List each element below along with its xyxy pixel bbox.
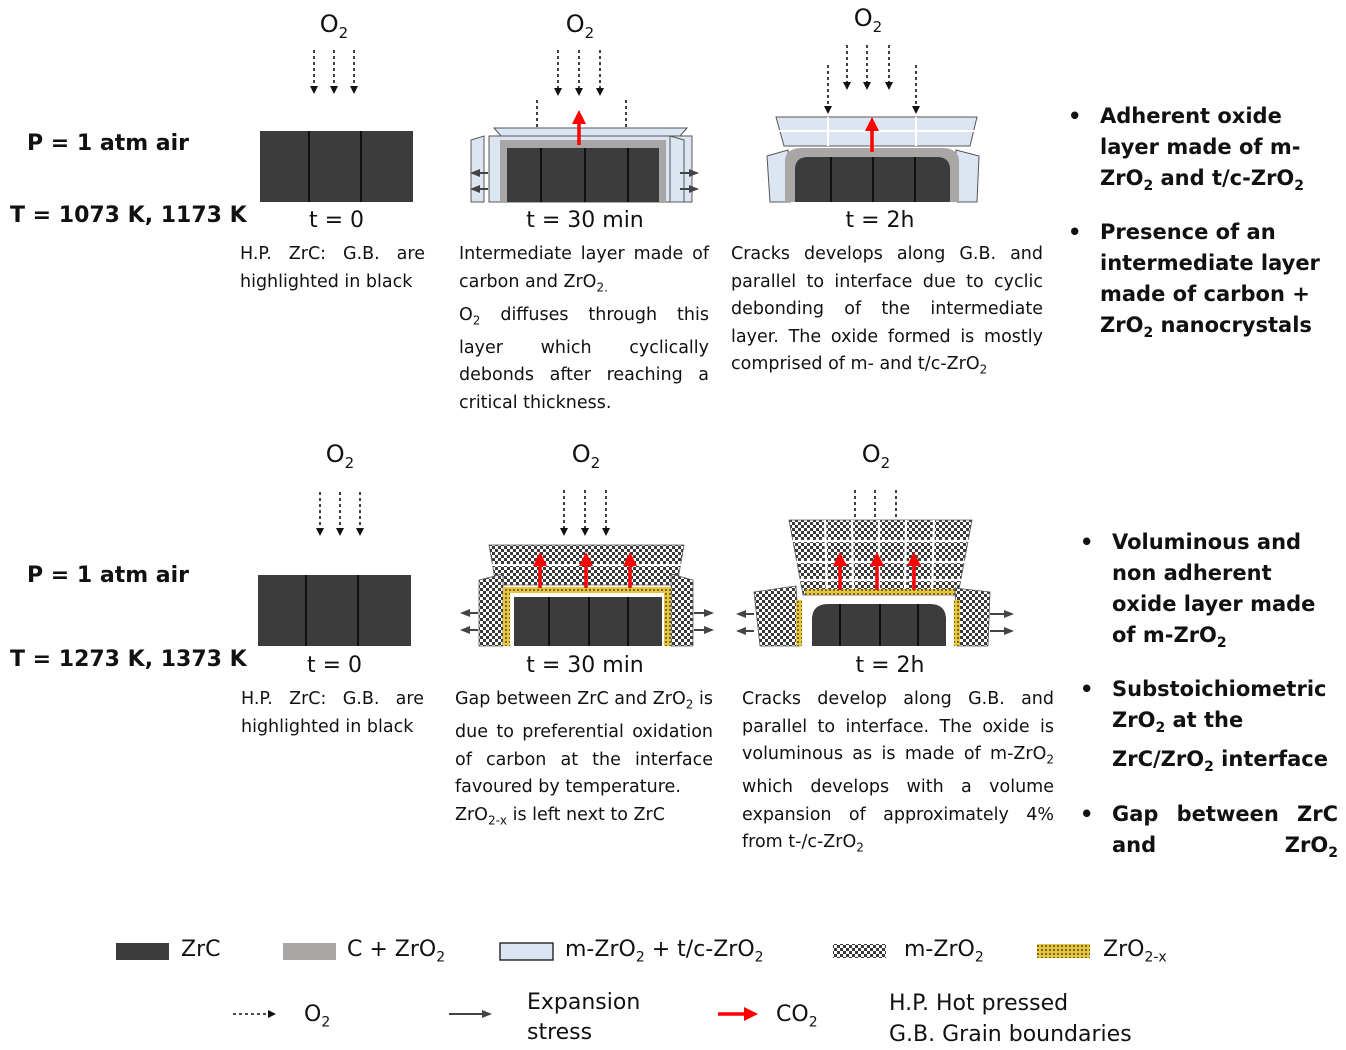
legend-zrc-swatch: [116, 943, 169, 960]
legend-m-t-zro2-label: m-ZrO2 + t/c-ZrO2: [565, 937, 764, 966]
zrc-block: [260, 131, 413, 202]
row2-t0-sample: [258, 492, 411, 646]
legend-zro2x-swatch: [1037, 944, 1090, 958]
legend-abbreviations: H.P. Hot pressed G.B. Grain boundaries: [889, 991, 1132, 1047]
legend-expansion-label: Expansion stress: [527, 990, 641, 1045]
legend-zrc-label: ZrC: [181, 937, 221, 962]
legend-m-zro2-label: m-ZrO2: [904, 937, 984, 966]
row1-t30-description: Intermediate layer made of carbon and Zr…: [459, 244, 709, 413]
row1-temperature: T = 1073 K, 1173 K: [10, 203, 247, 228]
row1-t0-o2-label: O2: [319, 10, 349, 42]
row2-t30-description: Gap between ZrC and ZrO2 is due to prefe…: [455, 689, 713, 827]
row2-t0-o2-label: O2: [325, 440, 355, 472]
legend-zro2x-label: ZrO2-x: [1103, 937, 1167, 966]
legend-m-zro2-swatch: [833, 944, 886, 958]
row1-t2h-sample: [766, 45, 980, 203]
row2-pressure: P = 1 atm air: [27, 563, 190, 588]
row1-t0-description: H.P. ZrC: G.B. are highlighted in black: [240, 244, 425, 292]
legend-co2-label: CO2: [776, 1002, 818, 1031]
legend-swatches: [116, 942, 1090, 1021]
row1-t2h-description: Cracks develops along G.B. and parallel …: [731, 244, 1043, 377]
row1-t2h-o2-label: O2: [853, 4, 883, 36]
row2-observation-3: Gap between ZrC and ZrO2: [1080, 799, 1338, 869]
row2-t30-o2-label: O2: [571, 440, 601, 472]
row2-t30-sample: [460, 490, 714, 647]
row1-t30-sample: [470, 50, 699, 203]
row1-pressure: P = 1 atm air: [27, 131, 190, 156]
row2-t2h-description: Cracks develop along G.B. and parallel t…: [742, 689, 1054, 855]
row1-observation-2: Presence of an intermediate layer made o…: [1068, 217, 1338, 349]
row1-t2h-label: t = 2h: [845, 208, 915, 233]
row1-t30-o2-label: O2: [565, 10, 595, 42]
row1-observations: Adherent oxide layer made of m-ZrO2 and …: [1068, 101, 1338, 364]
row2-temperature: T = 1273 K, 1373 K: [10, 647, 247, 672]
row2-observation-2: Substoichiometric ZrO2 at the ZrC/ZrO2 i…: [1080, 674, 1338, 783]
row2-observations: Voluminous and non adherent oxide layer …: [1080, 527, 1338, 884]
row1-t0-label: t = 0: [308, 208, 365, 233]
row2-t2h-sample: [736, 490, 1014, 647]
row2-t30-label: t = 30 min: [526, 653, 644, 678]
legend-m-t-zro2-swatch: [499, 942, 554, 961]
row2-t0-description: H.P. ZrC: G.B. are highlighted in black: [241, 689, 424, 737]
row1-t0-sample: [260, 50, 413, 202]
row2-t2h-o2-label: O2: [861, 440, 891, 472]
row2-observation-1: Voluminous and non adherent oxide layer …: [1080, 527, 1338, 659]
legend-c-zro2-swatch: [283, 943, 336, 960]
row1-t30-label: t = 30 min: [526, 208, 644, 233]
legend-c-zro2-label: C + ZrO2: [347, 937, 446, 966]
legend-o2-label: O2: [304, 1002, 331, 1031]
row1-observation-1: Adherent oxide layer made of m-ZrO2 and …: [1068, 101, 1338, 202]
row2-t0-label: t = 0: [306, 653, 363, 678]
row2-t2h-label: t = 2h: [855, 653, 925, 678]
